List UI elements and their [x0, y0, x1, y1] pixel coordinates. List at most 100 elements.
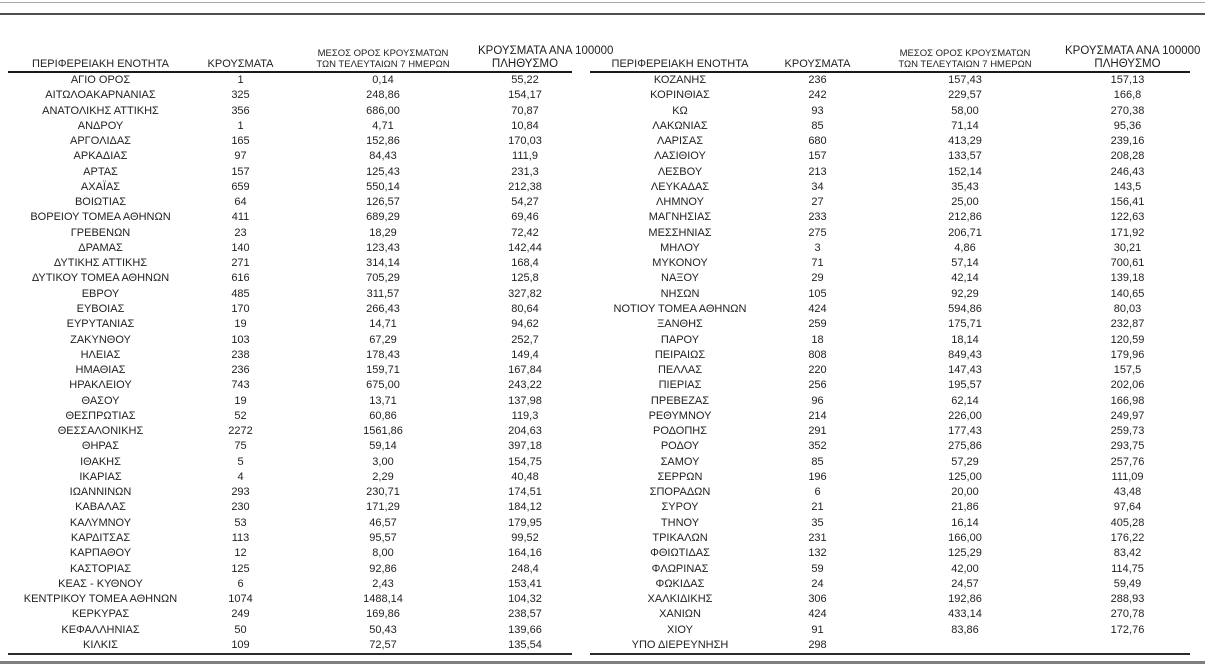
region-cell: ΘΕΣΠΡΩΤΙΑΣ — [65, 409, 136, 422]
avg7-cell: 195,57 — [948, 379, 982, 392]
region-cell: ΕΒΡΟΥ — [81, 287, 120, 300]
table-row: ΠΕΙΡΑΙΩΣ 808 849,43 179,96 — [590, 348, 1190, 363]
region-cell: ΑΓΙΟ ΟΡΟΣ — [70, 74, 131, 86]
avg7-cell: 21,86 — [951, 501, 979, 514]
avg7-cell: 125,43 — [366, 165, 400, 178]
region-cell: ΠΑΡΟΥ — [660, 333, 700, 346]
region-cell: ΤΡΙΚΑΛΩΝ — [652, 531, 708, 544]
table-row: ΒΟΡΕΙΟΥ ΤΟΜΕΑ ΑΘΗΝΩΝ 411 689,29 69,46 — [8, 210, 572, 225]
per100k-cell: 243,22 — [508, 379, 542, 392]
avg7-cell: 83,86 — [951, 623, 979, 636]
cases-cell: 743 — [231, 379, 250, 392]
table-row: ΚΙΛΚΙΣ 109 72,57 135,54 — [8, 638, 572, 654]
cases-cell: 125 — [231, 562, 250, 575]
region-cell: ΗΡΑΚΛΕΙΟΥ — [69, 379, 132, 392]
avg7-cell: 18,29 — [369, 226, 397, 239]
cases-cell: 238 — [231, 348, 250, 361]
region-cell: ΛΕΣΒΟΥ — [657, 165, 703, 178]
table-row: ΘΕΣΣΑΛΟΝΙΚΗΣ 2272 1561,86 204,63 — [8, 424, 572, 439]
avg7-cell: 686,00 — [366, 104, 400, 117]
region-cell: ΦΩΚΙΔΑΣ — [655, 577, 705, 590]
table-row: ΡΟΔΟΥ 352 275,86 293,75 — [590, 439, 1190, 454]
region-cell: ΒΟΡΕΙΟΥ ΤΟΜΕΑ ΑΘΗΝΩΝ — [30, 211, 171, 224]
table-row: ΘΕΣΠΡΩΤΙΑΣ 52 60,86 119,3 — [8, 409, 572, 424]
avg7-cell: 212,86 — [948, 211, 982, 224]
avg7-cell: 675,00 — [366, 379, 400, 392]
per100k-cell: 157,5 — [1113, 364, 1142, 377]
avg7-cell: 849,43 — [948, 348, 982, 361]
col-header-avg7-line1: ΜΕΣΟΣ ΟΡΟΣ ΚΡΟΥΣΜΑΤΩΝ — [317, 48, 449, 59]
per100k-cell: 120,59 — [1110, 333, 1145, 346]
per100k-cell: 94,62 — [511, 318, 539, 331]
table-row: ΛΑΚΩΝΙΑΣ 85 71,14 95,36 — [590, 119, 1190, 134]
table-row: ΜΥΚΟΝΟΥ 71 57,14 700,61 — [590, 256, 1190, 271]
region-cell: ΙΩΑΝΝΙΝΩΝ — [69, 486, 132, 499]
avg7-cell: 50,43 — [369, 623, 397, 636]
region-cell: ΒΟΙΩΤΙΑΣ — [74, 196, 127, 209]
cases-cell: 165 — [231, 135, 250, 148]
top-thin-divider — [0, 2, 1205, 3]
table-row: ΞΑΝΘΗΣ 259 175,71 232,87 — [590, 317, 1190, 332]
table-row: ΦΩΚΙΔΑΣ 24 24,57 59,49 — [590, 577, 1190, 592]
per100k-cell: 252,7 — [511, 333, 539, 346]
table-row: ΑΡΓΟΛΙΔΑΣ 165 152,86 170,03 — [8, 134, 572, 149]
regional-units-table-left: ΠΕΡΙΦΕΡΕΙΑΚΗ ΕΝΟΤΗΤΑ ΚΡΟΥΣΜΑΤΑ ΜΕΣΟΣ ΟΡΟ… — [8, 40, 613, 656]
per100k-cell: 202,06 — [1110, 379, 1145, 392]
avg7-cell: 550,14 — [366, 180, 400, 193]
table-row: ΛΑΡΙΣΑΣ 680 413,29 239,16 — [590, 134, 1190, 149]
cases-cell: 85 — [811, 119, 824, 132]
col-header-avg7-line1: ΜΕΣΟΣ ΟΡΟΣ ΚΡΟΥΣΜΑΤΩΝ — [899, 48, 1031, 59]
region-cell: ΘΕΣΣΑΛΟΝΙΚΗΣ — [57, 425, 144, 438]
avg7-cell: 192,86 — [948, 593, 982, 606]
per100k-cell: 55,22 — [511, 74, 539, 86]
cases-cell: 50 — [234, 623, 247, 636]
per100k-cell: 239,16 — [1110, 135, 1145, 148]
region-cell: ΓΡΕΒΕΝΩΝ — [70, 226, 131, 239]
table-row: ΠΑΡΟΥ 18 18,14 120,59 — [590, 333, 1190, 348]
cases-cell: 1 — [237, 119, 244, 132]
table-row: ΧΑΛΚΙΔΙΚΗΣ 306 192,86 288,93 — [590, 592, 1190, 607]
avg7-cell: 59,14 — [369, 440, 397, 453]
cases-cell: 27 — [811, 196, 824, 209]
region-cell: ΣΠΟΡΑΔΩΝ — [649, 486, 711, 499]
region-cell: ΛΑΡΙΣΑΣ — [656, 135, 703, 148]
table-header: ΠΕΡΙΦΕΡΕΙΑΚΗ ΕΝΟΤΗΤΑ ΚΡΟΥΣΜΑΤΑ ΜΕΣΟΣ ΟΡΟ… — [8, 40, 613, 73]
cases-cell: 18 — [811, 333, 824, 346]
avg7-cell: 8,00 — [372, 547, 394, 560]
region-cell: ΣΑΜΟΥ — [660, 455, 700, 468]
table-row: ΝΟΤΙΟΥ ΤΟΜΕΑ ΑΘΗΝΩΝ 424 594,86 80,03 — [590, 302, 1190, 317]
table-row: ΑΡΚΑΔΙΑΣ 97 84,43 111,9 — [8, 149, 572, 164]
cases-cell: 21 — [811, 501, 824, 514]
table-row: ΣΥΡΟΥ 21 21,86 97,64 — [590, 500, 1190, 515]
table-row: ΑΓΙΟ ΟΡΟΣ 1 0,14 55,22 — [8, 72, 572, 88]
cases-cell: 64 — [234, 196, 247, 209]
region-cell: ΥΠΟ ΔΙΕΡΕΥΝΗΣΗ — [631, 638, 729, 651]
avg7-cell: 14,71 — [369, 318, 397, 331]
per100k-cell: 204,63 — [508, 425, 542, 438]
table-row: ΔΥΤΙΚΗΣ ΑΤΤΙΚΗΣ 271 314,14 168,4 — [8, 256, 572, 271]
table-row: ΣΑΜΟΥ 85 57,29 257,76 — [590, 455, 1190, 470]
cases-cell: 659 — [231, 180, 250, 193]
cases-cell: 236 — [231, 364, 250, 377]
avg7-cell: 92,86 — [369, 562, 397, 575]
cases-cell: 236 — [808, 74, 827, 86]
table-row: ΛΗΜΝΟΥ 27 25,00 156,41 — [590, 195, 1190, 210]
table-row: ΧΙΟΥ 91 83,86 172,76 — [590, 623, 1190, 638]
region-cell: ΖΑΚΥΝΘΟΥ — [70, 333, 131, 346]
table-row: ΛΕΣΒΟΥ 213 152,14 246,43 — [590, 165, 1190, 180]
table-row: ΚΕΡΚΥΡΑΣ 249 169,86 238,57 — [8, 607, 572, 622]
avg7-cell: 266,43 — [366, 302, 400, 315]
per100k-cell: 72,42 — [511, 226, 539, 239]
cases-cell: 485 — [231, 287, 250, 300]
per100k-cell: 405,28 — [1110, 516, 1145, 529]
avg7-cell: 126,57 — [366, 196, 400, 209]
cases-cell: 325 — [231, 89, 250, 102]
cases-cell: 249 — [231, 608, 250, 621]
per100k-cell: 168,4 — [511, 257, 539, 270]
cases-cell: 214 — [808, 409, 827, 422]
region-cell: ΚΕΝΤΡΙΚΟΥ ΤΟΜΕΑ ΑΘΗΝΩΝ — [23, 593, 178, 606]
avg7-cell: 71,14 — [951, 119, 979, 132]
cases-cell: 356 — [231, 104, 250, 117]
cases-cell: 85 — [811, 455, 824, 468]
